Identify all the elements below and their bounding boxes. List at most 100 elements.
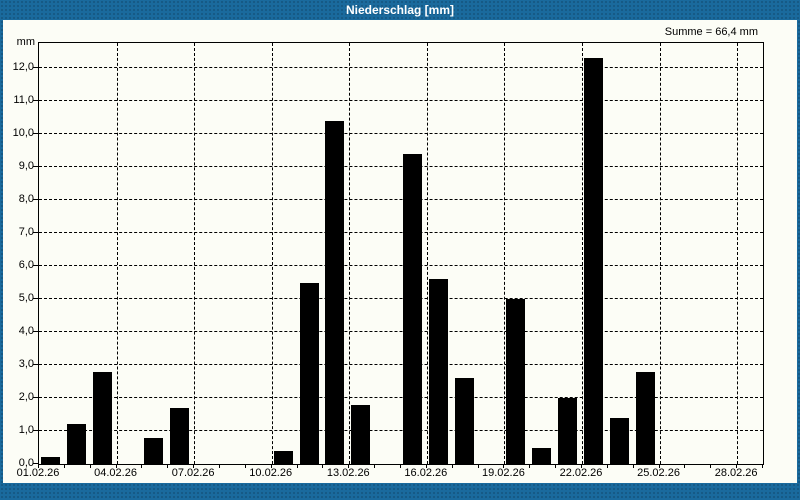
sum-total-label: Summe = 66,4 mm: [664, 26, 758, 38]
x-tick-label: 16.02.26: [404, 467, 448, 479]
x-tick: [38, 464, 39, 468]
y-tick: [33, 397, 38, 398]
x-tick: [606, 464, 608, 468]
x-tick: [348, 464, 350, 468]
h-gridline: [39, 100, 763, 101]
bar: [41, 457, 60, 464]
bar: [558, 398, 578, 464]
x-tick: [425, 464, 427, 468]
y-tick-label: 10,0: [12, 127, 34, 139]
bar: [299, 282, 319, 464]
bar: [351, 404, 371, 464]
bar: [454, 378, 474, 464]
x-tick: [477, 464, 479, 468]
x-tick-label: 07.02.26: [171, 467, 215, 479]
bar: [584, 58, 603, 464]
x-tick: [244, 464, 246, 468]
bar: [273, 450, 293, 464]
bar: [635, 371, 655, 464]
x-tick: [632, 464, 634, 468]
plot-area: [38, 42, 764, 465]
bar: [144, 437, 164, 464]
x-tick: [762, 464, 763, 468]
bar: [532, 447, 552, 464]
y-tick: [33, 265, 38, 266]
window-border-bottom: [0, 483, 800, 500]
h-gridline: [39, 430, 763, 431]
y-tick-label: 12,0: [12, 61, 34, 73]
window-border-right: [797, 20, 800, 483]
v-gridline: [349, 43, 351, 464]
y-axis-unit-label: mm: [16, 36, 35, 48]
x-tick: [193, 464, 195, 468]
y-tick-label: 3,0: [18, 358, 34, 370]
y-tick-label: 2,0: [18, 391, 34, 403]
y-tick-label: 11,0: [13, 94, 34, 106]
y-tick: [33, 298, 38, 299]
x-tick: [296, 464, 298, 468]
x-tick-label: 19.02.26: [482, 467, 525, 479]
y-tick-label: 6,0: [18, 259, 34, 271]
x-tick: [374, 464, 376, 468]
x-tick: [684, 464, 686, 468]
h-gridline: [39, 166, 763, 167]
x-tick: [270, 464, 272, 468]
x-tick: [529, 464, 531, 468]
y-tick: [33, 67, 38, 68]
x-tick: [63, 464, 65, 468]
x-tick-label: 01.02.26: [16, 467, 60, 479]
x-tick: [710, 464, 712, 468]
v-gridline: [659, 43, 661, 464]
y-tick: [33, 232, 38, 233]
h-gridline: [39, 397, 763, 398]
x-tick-label: 25.02.26: [637, 467, 680, 479]
x-tick: [322, 464, 324, 468]
y-tick-label: 9,0: [18, 160, 34, 172]
h-gridline: [39, 232, 763, 233]
y-tick: [33, 100, 38, 101]
v-gridline: [194, 43, 196, 464]
h-gridline: [39, 298, 763, 299]
x-tick-label: 13.02.26: [326, 467, 370, 479]
bar: [325, 120, 345, 464]
title-bar: Niederschlag [mm]: [0, 0, 800, 20]
y-tick: [33, 166, 38, 167]
y-tick: [33, 331, 38, 332]
y-tick-label: 8,0: [18, 193, 34, 205]
bar: [609, 417, 629, 464]
v-gridline: [116, 43, 118, 464]
x-tick: [115, 464, 117, 468]
x-tick-label: 22.02.26: [559, 467, 603, 479]
h-gridline: [39, 133, 763, 134]
bar: [92, 371, 112, 464]
v-gridline: [271, 43, 273, 464]
x-tick-label: 10.02.26: [249, 467, 293, 479]
x-tick: [736, 464, 738, 468]
x-tick: [555, 464, 557, 468]
y-tick: [33, 199, 38, 200]
chart-title: Niederschlag [mm]: [345, 3, 455, 17]
y-tick-label: 7,0: [18, 226, 34, 238]
bar: [506, 299, 526, 464]
y-tick-label: 5,0: [18, 292, 34, 304]
window-border-left: [0, 20, 3, 483]
bar: [403, 153, 422, 464]
x-tick: [219, 464, 220, 468]
y-tick: [33, 430, 38, 431]
v-gridline: [504, 43, 506, 464]
h-gridline: [39, 199, 763, 200]
x-tick: [658, 464, 660, 468]
h-gridline: [39, 331, 763, 332]
x-tick: [400, 464, 401, 468]
bar: [428, 279, 448, 464]
bar: [170, 407, 190, 464]
x-tick: [141, 464, 143, 468]
x-tick: [503, 464, 505, 468]
h-gridline: [39, 364, 763, 365]
y-tick: [33, 364, 38, 365]
x-tick: [581, 464, 582, 468]
y-tick-label: 1,0: [18, 424, 34, 436]
x-tick-label: 28.02.26: [714, 467, 758, 479]
h-gridline: [39, 265, 763, 266]
